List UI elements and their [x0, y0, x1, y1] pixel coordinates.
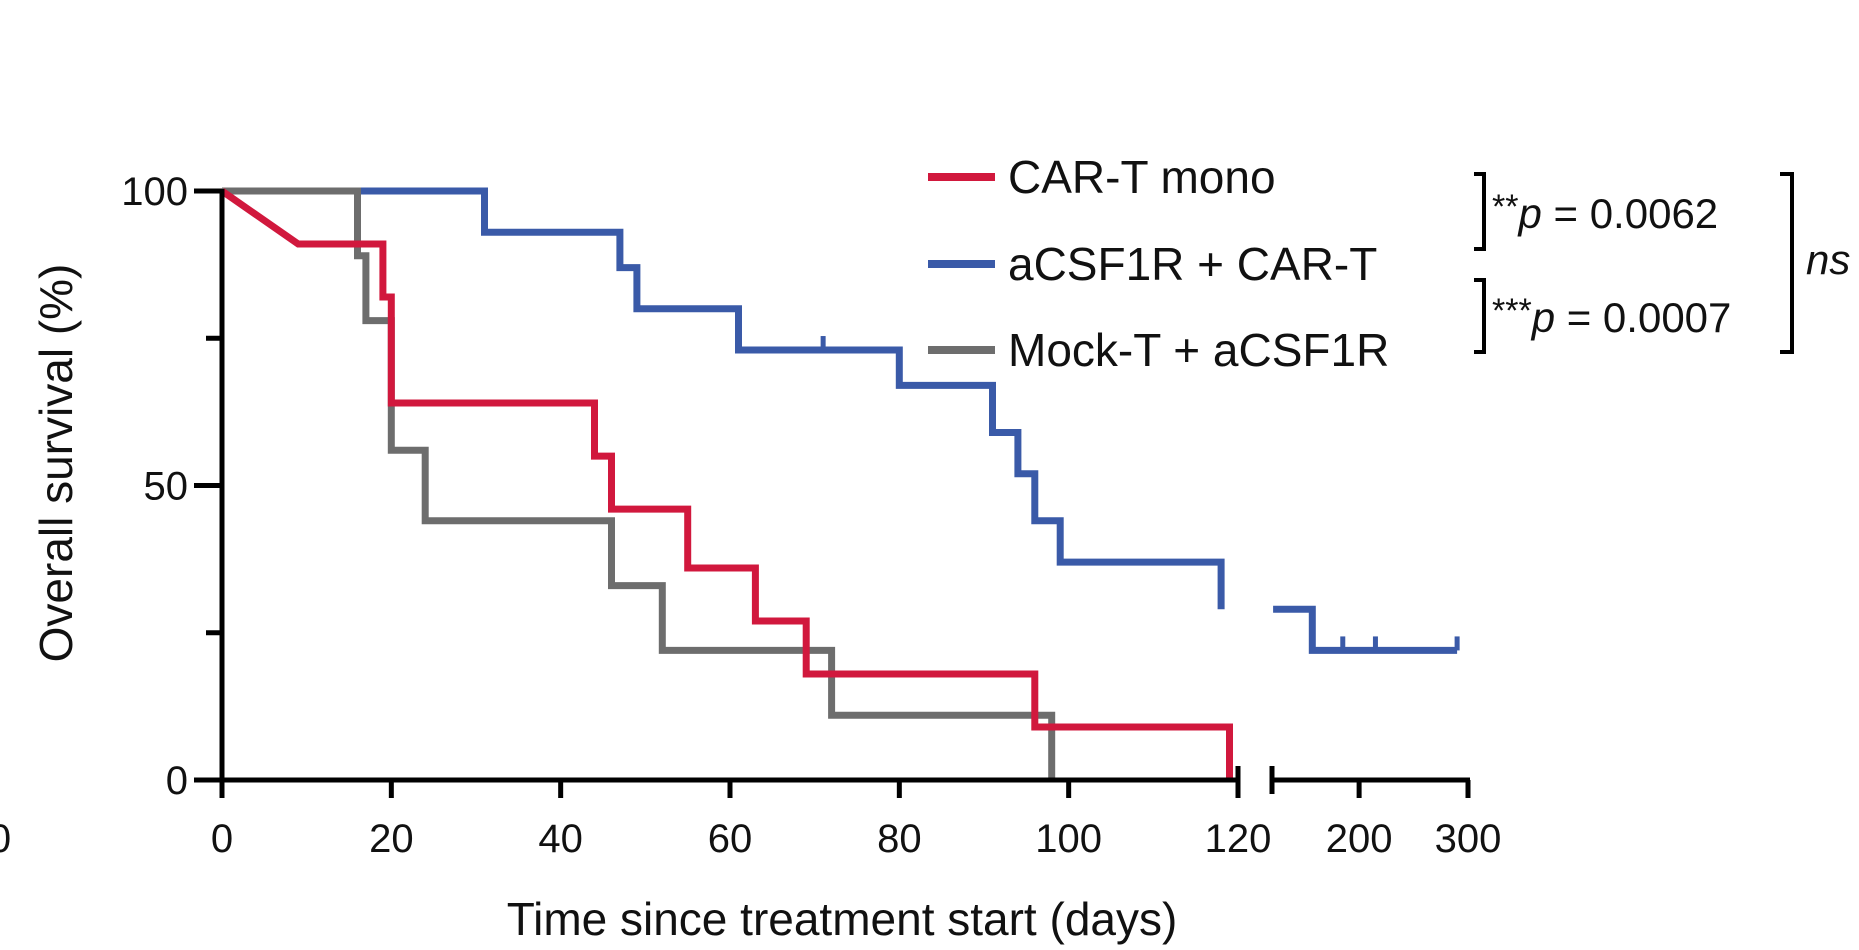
y-axis-title: Overall survival (%) [30, 264, 82, 663]
stats-annotations: **p = 0.0062 ***p = 0.0007 ns [1474, 172, 1850, 354]
x-tick-label-20: 20 [369, 817, 414, 861]
legend-label-car-t-mono: CAR-T mono [1008, 151, 1276, 203]
x-axis-title: Time since treatment start (days) [507, 893, 1178, 945]
series-line-acsf1r-car-t [222, 187, 1458, 654]
bracket-comparison-1 [1474, 172, 1486, 251]
bracket-comparison-2 [1474, 278, 1486, 354]
x-tick-label-60: 60 [708, 817, 753, 861]
ns-label: ns [1806, 236, 1850, 283]
y-tick-label-50: 50 [144, 465, 189, 509]
p-value-comparison-1: **p = 0.0062 [1492, 188, 1718, 237]
series-layer [220, 187, 1460, 780]
x-tick-label-100: 100 [1035, 817, 1102, 861]
y-tick-label-100: 100 [121, 170, 188, 214]
axes-layer: 1005000204060801001202003000 [0, 170, 1501, 861]
x-tick-label-left-edge: 0 [0, 817, 11, 861]
x-tick-label-0: 0 [211, 817, 233, 861]
x-tick-label-80: 80 [877, 817, 922, 861]
legend-label-acsf1r-car-t: aCSF1R + CAR-T [1008, 238, 1377, 290]
p-value-comparison-2: ***p = 0.0007 [1492, 292, 1731, 341]
x-tick-label-40: 40 [538, 817, 583, 861]
series-line-car-t-mono [220, 188, 1233, 780]
x-tick-label-200: 200 [1326, 817, 1393, 861]
x-tick-label-120: 120 [1205, 817, 1272, 861]
y-tick-label-0: 0 [166, 759, 188, 803]
x-tick-label-300: 300 [1435, 817, 1502, 861]
legend: CAR-T mono aCSF1R + CAR-T Mock-T + aCSF1R [928, 151, 1389, 376]
bracket-comparison-3 [1780, 172, 1794, 354]
legend-label-mock-t-acsf1r: Mock-T + aCSF1R [1008, 324, 1389, 376]
